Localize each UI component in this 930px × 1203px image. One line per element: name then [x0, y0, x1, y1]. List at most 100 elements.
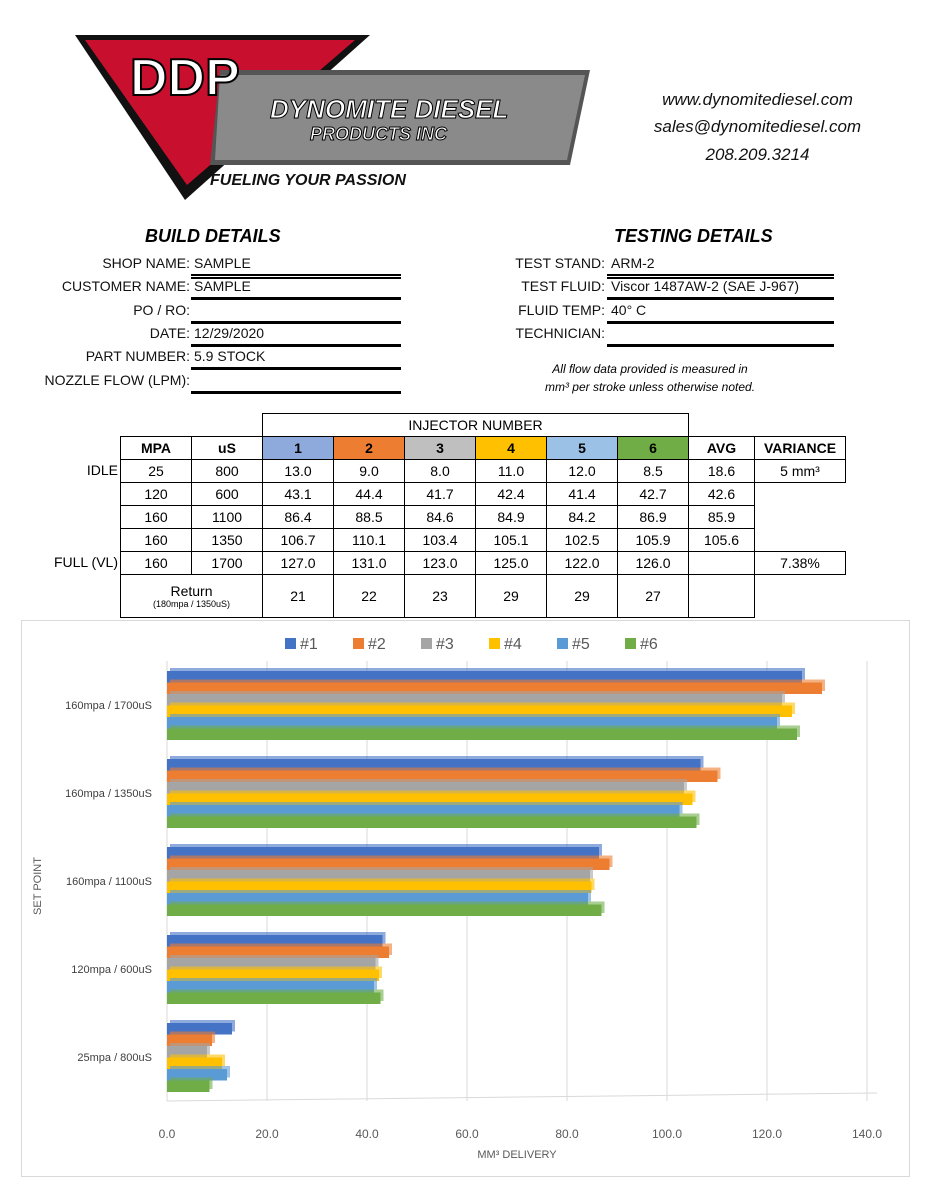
row-side-label: IDLE [86, 462, 118, 478]
table-cell: 600 [191, 482, 263, 506]
return-value: 22 [333, 574, 405, 618]
bar-series-4 [167, 705, 792, 717]
table-row: 160 1100 86.4 88.5 84.6 84.9 84.2 86.9 85.9 [120, 505, 846, 529]
column-header: AVG [688, 436, 755, 460]
testing-field-label: TECHNICIAN: [515, 324, 605, 341]
y-axis-title: SET POINT [32, 857, 44, 915]
table-cell [688, 551, 755, 575]
column-header: 5 [546, 436, 618, 460]
build-field-label: SHOP NAME: [102, 255, 190, 271]
build-details-heading: BUILD DETAILS [145, 226, 281, 246]
table-cell: 1700 [191, 551, 263, 575]
table-cell: 1350 [191, 528, 263, 552]
legend-label: #2 [368, 636, 386, 653]
x-axis-title: MM³ DELIVERY [477, 1149, 557, 1161]
table-cell: 84.2 [546, 505, 618, 529]
units-note-line2: mm³ per stroke unless otherwise noted. [544, 380, 756, 394]
bar-series-3 [167, 870, 590, 882]
table-cell: 18.6 [688, 459, 755, 483]
y-category-label: 120mpa / 600uS [71, 964, 152, 976]
table-cell [755, 483, 846, 506]
testing-field-label: FLUID TEMP: [518, 301, 605, 318]
table-cell: 84.6 [404, 505, 476, 529]
table-cell: 800 [191, 459, 263, 483]
bar-series-1 [167, 847, 599, 859]
table-cell: 85.9 [688, 505, 755, 529]
return-value: 23 [404, 574, 476, 618]
bar-series-4 [167, 969, 379, 981]
y-category-label: 160mpa / 1100uS [66, 876, 152, 888]
table-cell: 127.0 [262, 551, 334, 575]
phone-number: 208.209.3214 [705, 145, 810, 164]
testing-field-label: TEST STAND: [515, 255, 605, 271]
x-tick-label: 40.0 [355, 1127, 379, 1141]
build-field-value[interactable]: SAMPLE [194, 255, 251, 271]
table-cell: 131.0 [333, 551, 405, 575]
field-underline [191, 297, 401, 301]
bar-series-1 [167, 1023, 232, 1035]
field-underline [607, 343, 834, 347]
email-link[interactable]: sales@dynomitediesel.com [653, 117, 862, 136]
legend-label: #4 [504, 636, 522, 653]
build-field-label: PART NUMBER: [85, 348, 190, 365]
legend-swatch [353, 638, 364, 649]
bar-series-5 [167, 981, 374, 993]
table-cell: 105.1 [475, 528, 547, 552]
table-cell: 105.6 [688, 528, 755, 552]
table-cell: 103.4 [404, 528, 476, 552]
build-field-label: PO / RO: [133, 301, 190, 318]
svg-text:PRODUCTS INC: PRODUCTS INC [310, 124, 448, 144]
units-note-line1: All flow data provided is measured in [552, 362, 748, 376]
testing-field-value[interactable]: Viscor 1487AW-2 (SAE J-967) [611, 278, 800, 295]
build-field-label: CUSTOMER NAME: [61, 278, 190, 295]
build-field-value[interactable]: SAMPLE [194, 278, 251, 295]
legend-label: #6 [640, 636, 658, 653]
field-underline [191, 343, 401, 347]
legend-swatch [489, 638, 500, 649]
table-cell: 106.7 [262, 528, 334, 552]
field-underline [607, 297, 834, 301]
build-field-value[interactable]: 12/29/2020 [194, 324, 265, 341]
column-header: uS [191, 436, 263, 460]
table-cell: 9.0 [333, 459, 405, 483]
bar-series-5 [167, 717, 777, 729]
legend-label: #1 [300, 636, 318, 653]
bar-series-5 [167, 893, 588, 905]
y-category-label: 160mpa / 1700uS [65, 700, 152, 712]
table-cell: 42.7 [617, 482, 689, 506]
svg-text:DYNOMITE DIESEL: DYNOMITE DIESEL [270, 94, 508, 124]
row-side-label: FULL (VL) [53, 554, 118, 570]
table-cell: 122.0 [546, 551, 618, 575]
legend-swatch [421, 638, 432, 649]
bar-series-6 [167, 992, 381, 1004]
table-cell: 84.9 [475, 505, 547, 529]
table-cell: 43.1 [262, 482, 334, 506]
table-cell: 7.38% [754, 551, 846, 575]
bar-series-6 [167, 816, 697, 828]
website-link[interactable]: www.dynomitediesel.com [662, 90, 853, 109]
bar-series-2 [167, 770, 718, 782]
column-header: MPA [120, 436, 192, 460]
table-cell: 12.0 [546, 459, 618, 483]
testing-field-value[interactable]: 40° C [611, 301, 647, 318]
bar-series-3 [167, 782, 684, 794]
x-tick-label: 20.0 [255, 1127, 279, 1141]
column-header: VARIANCE [754, 436, 846, 460]
bar-series-6 [167, 904, 602, 916]
table-cell: 126.0 [617, 551, 689, 575]
x-tick-label: 80.0 [555, 1127, 579, 1141]
bar-series-5 [167, 805, 680, 817]
build-field-value[interactable]: 5.9 STOCK [194, 348, 266, 365]
table-cell: 1100 [191, 505, 263, 529]
table-cell: 8.0 [404, 459, 476, 483]
table-cell: 5 mm³ [754, 459, 846, 483]
testing-field-value[interactable]: ARM-2 [611, 255, 655, 271]
table-cell: 120 [120, 482, 192, 506]
x-tick-label: 120.0 [752, 1127, 782, 1141]
bar-series-4 [167, 1057, 222, 1069]
table-row: 120 600 43.1 44.4 41.7 42.4 41.4 42.7 42.6 [120, 482, 846, 506]
return-value: 21 [262, 574, 334, 618]
table-cell: 125.0 [475, 551, 547, 575]
table-cell: 8.5 [617, 459, 689, 483]
